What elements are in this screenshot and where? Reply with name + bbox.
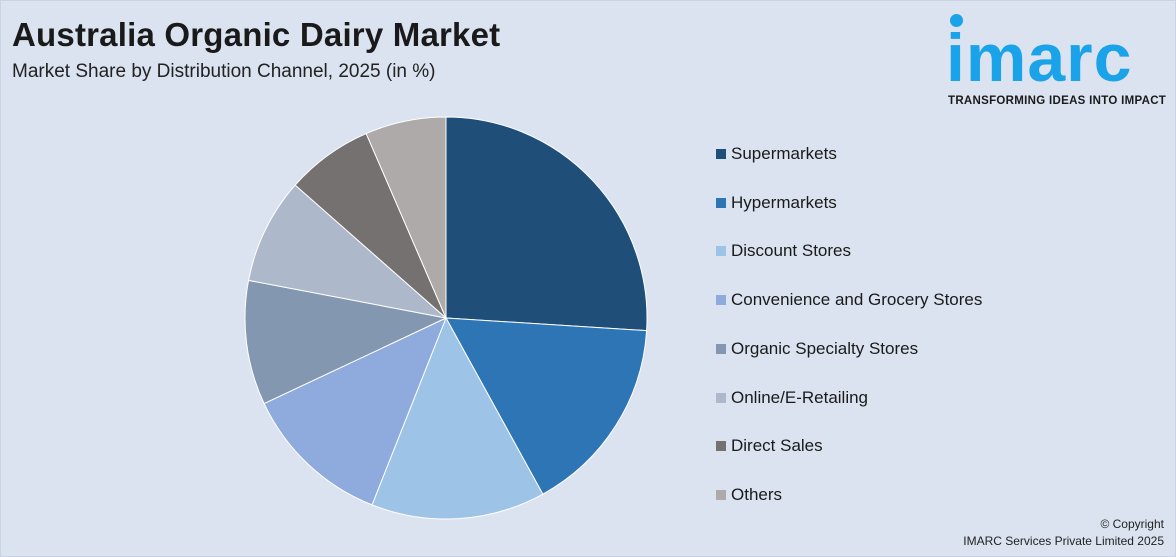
legend-item-direct-sales: Direct Sales: [716, 434, 823, 458]
legend-label: Online/E-Retailing: [731, 387, 869, 407]
pie-slice-supermarkets: [445, 116, 648, 332]
legend-label: Direct Sales: [731, 436, 823, 456]
legend-item-convenience-and-grocery-stores: Convenience and Grocery Stores: [716, 288, 982, 312]
chart-subtitle: Market Share by Distribution Channel, 20…: [12, 61, 436, 82]
legend-label: Others: [731, 484, 783, 504]
legend-swatch: [716, 295, 726, 306]
legend-swatch: [716, 149, 726, 159]
logo-wordmark: imarc: [946, 20, 1133, 96]
legend-swatch: [716, 246, 726, 257]
legend-label: Convenience and Grocery Stores: [731, 290, 983, 310]
imarc-logo: imarc TRANSFORMING IDEAS INTO IMPACT: [946, 10, 1172, 110]
legend-swatch: [716, 197, 726, 208]
legend-swatch: [716, 441, 726, 452]
legend-swatch: [716, 392, 726, 403]
legend-item-discount-stores: Discount Stores: [716, 239, 851, 263]
pie-slice-organic-specialty-stores: [244, 279, 448, 405]
copyright-notice: © Copyright IMARC Services Private Limit…: [963, 516, 1164, 550]
legend-swatch: [716, 489, 726, 500]
legend-swatch: [716, 343, 726, 354]
legend-label: Discount Stores: [731, 241, 851, 261]
pie-slice-hypermarkets: [445, 317, 648, 495]
copyright-line-1: © Copyright: [1100, 517, 1164, 531]
legend-label: Supermarkets: [731, 144, 837, 163]
legend-item-hypermarkets: Hypermarkets: [716, 191, 837, 215]
copyright-line-2: IMARC Services Private Limited 2025: [963, 534, 1164, 548]
chart-title: Australia Organic Dairy Market: [12, 16, 501, 53]
legend-item-others: Others: [716, 483, 782, 507]
logo-dot-icon: [950, 14, 963, 27]
pie-slice-others: [365, 116, 447, 319]
legend-item-online-e-retailing: Online/E-Retailing: [716, 386, 868, 410]
legend-label: Hypermarkets: [731, 192, 837, 212]
legend-label: Organic Specialty Stores: [731, 338, 919, 358]
pie-slice-discount-stores: [371, 316, 544, 520]
legend-item-organic-specialty-stores: Organic Specialty Stores: [716, 337, 918, 361]
pie-slice-convenience-and-grocery-stores: [263, 317, 447, 506]
legend-item-supermarkets: Supermarkets: [716, 142, 837, 166]
logo-tagline: TRANSFORMING IDEAS INTO IMPACT: [948, 95, 1167, 107]
pie-slice-online-e-retailing: [247, 184, 448, 319]
